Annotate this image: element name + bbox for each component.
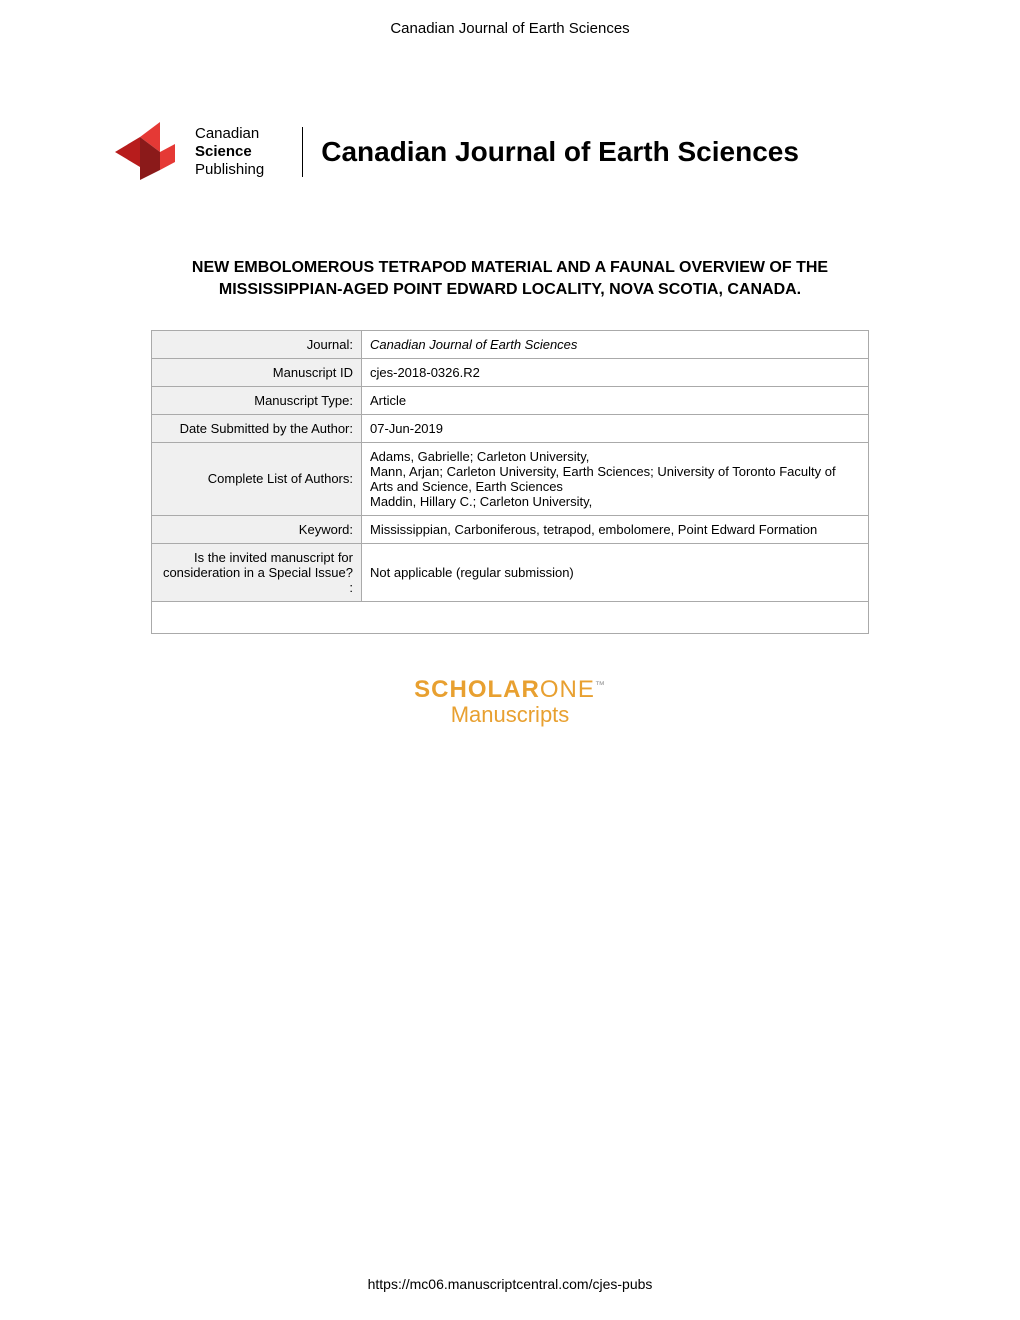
metadata-value: Adams, Gabrielle; Carleton University, M…	[362, 442, 869, 515]
scholarone-brand: SCHOLARONE™	[0, 676, 1020, 704]
table-row: Manuscript IDcjes-2018-0326.R2	[152, 358, 869, 386]
table-row: Date Submitted by the Author:07-Jun-2019	[152, 414, 869, 442]
logo-text-line1: Canadian	[195, 125, 264, 143]
page-header: Canadian Journal of Earth Sciences	[0, 0, 1020, 37]
metadata-value: Mississippian, Carboniferous, tetrapod, …	[362, 515, 869, 543]
empty-cell	[152, 601, 869, 633]
logo-text-line3: Publishing	[195, 161, 264, 179]
table-row: Is the invited manuscript for considerat…	[152, 543, 869, 601]
journal-short-name: Canadian Journal of Earth Sciences	[390, 20, 629, 37]
metadata-label: Manuscript Type:	[152, 386, 362, 414]
journal-title-large: Canadian Journal of Earth Sciences	[321, 136, 799, 168]
publisher-logo-text: Canadian Science Publishing	[195, 125, 264, 179]
metadata-value: Not applicable (regular submission)	[362, 543, 869, 601]
metadata-value: 07-Jun-2019	[362, 414, 869, 442]
logo-section: Canadian Science Publishing Canadian Jou…	[115, 122, 1020, 182]
metadata-label: Date Submitted by the Author:	[152, 414, 362, 442]
publisher-logo-icon	[115, 122, 185, 182]
page-footer: https://mc06.manuscriptcentral.com/cjes-…	[0, 1276, 1020, 1292]
metadata-value: cjes-2018-0326.R2	[362, 358, 869, 386]
logo-divider	[302, 127, 303, 177]
metadata-label: Complete List of Authors:	[152, 442, 362, 515]
table-row: Journal:Canadian Journal of Earth Scienc…	[152, 330, 869, 358]
metadata-label: Is the invited manuscript for considerat…	[152, 543, 362, 601]
metadata-value: Canadian Journal of Earth Sciences	[362, 330, 869, 358]
metadata-value: Article	[362, 386, 869, 414]
table-row: Keyword:Mississippian, Carboniferous, te…	[152, 515, 869, 543]
table-row: Manuscript Type:Article	[152, 386, 869, 414]
scholarone-branding: SCHOLARONE™ Manuscripts	[0, 676, 1020, 728]
metadata-label: Manuscript ID	[152, 358, 362, 386]
article-title: NEW EMBOLOMEROUS TETRAPOD MATERIAL AND A…	[160, 257, 860, 302]
table-row: Complete List of Authors:Adams, Gabriell…	[152, 442, 869, 515]
metadata-label: Journal:	[152, 330, 362, 358]
logo-text-line2: Science	[195, 143, 264, 161]
footer-url: https://mc06.manuscriptcentral.com/cjes-…	[368, 1276, 653, 1292]
table-row-empty	[152, 601, 869, 633]
metadata-label: Keyword:	[152, 515, 362, 543]
metadata-table: Journal:Canadian Journal of Earth Scienc…	[151, 330, 869, 634]
scholarone-subtitle: Manuscripts	[0, 702, 1020, 728]
